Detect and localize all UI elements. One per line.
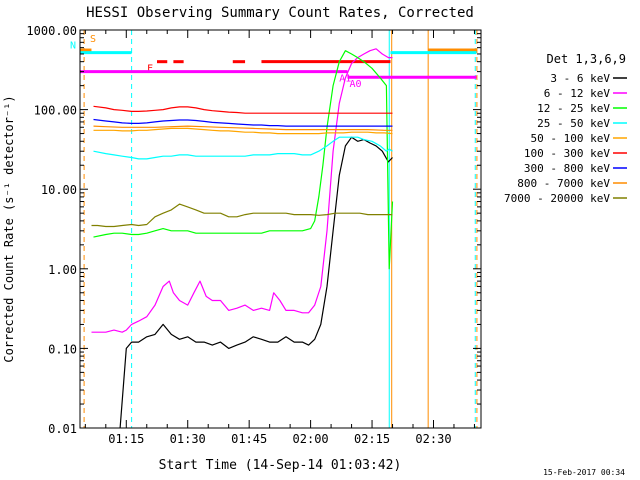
plot-frame <box>79 29 482 429</box>
flag-f-label: F <box>147 64 153 75</box>
x-axis-label: Start Time (14-Sep-14 01:03:42) <box>159 458 402 473</box>
y-tick-label-1-00: 1.00 <box>48 263 77 277</box>
legend-entry-6-12-kev-label: 6 - 12 keV <box>544 87 611 100</box>
legend-entry-300-800-kev-label: 300 - 800 keV <box>524 162 610 175</box>
x-tick-label-02-30: 02:30 <box>415 432 451 446</box>
y-tick-label-100-00: 100.00 <box>34 104 77 118</box>
series-3-6-kev <box>119 136 393 429</box>
legend-entry-100-300-kev-label: 100 - 300 keV <box>524 147 610 160</box>
axes: 0.01 0.10 1.00 10.00 100.00 1000.00 01:15 01:30… <box>26 24 481 446</box>
legend-entry-25-50-kev-label: 25 - 50 keV <box>537 117 610 130</box>
series-25-50-kev <box>93 136 393 160</box>
y-tick-label-0-10: 0.10 <box>48 342 77 356</box>
series-800-7000-kev <box>93 125 393 131</box>
legend-entry-50-100-kev-label: 50 - 100 keV <box>531 132 611 145</box>
x-tick-label-01-30: 01:30 <box>170 432 206 446</box>
legend-entry-3-6-kev-label: 3 - 6 keV <box>550 72 610 85</box>
y-tick-label-10-00: 10.00 <box>41 183 77 197</box>
series-300-800-kev <box>93 118 393 127</box>
y-tick-label-1000-00: 1000.00 <box>26 24 77 38</box>
series-100-300-kev <box>93 105 393 114</box>
y-axis-label: Corrected Count Rate (s⁻¹ detector⁻¹) <box>2 95 16 362</box>
legend-entry-7000-20000-kev-label: 7000 - 20000 keV <box>504 192 610 205</box>
legend-title: Det 1,3,6,9 <box>547 52 626 66</box>
series-6-12-kev <box>91 48 393 333</box>
y-tick-label-0-01: 0.01 <box>48 422 77 436</box>
chart-title: HESSI Observing Summary Count Rates, Cor… <box>86 5 474 21</box>
series-50-100-kev <box>93 127 393 135</box>
footer-timestamp: 15-Feb-2017 00:34 <box>543 468 625 477</box>
series-7000-20000-kev <box>91 203 393 228</box>
x-tick-label-02-15: 02:15 <box>354 432 390 446</box>
legend: Det 1,3,6,9 3 - 6 keV 6 - 12 keV 12 - 25 k… <box>504 52 627 205</box>
legend-entry-12-25-kev-label: 12 - 25 keV <box>537 102 610 115</box>
x-tick-label-01-45: 01:45 <box>231 432 267 446</box>
series-12-25-kev <box>93 50 394 270</box>
flag-a0-label: A0 <box>349 79 361 90</box>
flag-s-label: S <box>90 34 96 45</box>
x-tick-label-02-00: 02:00 <box>293 432 329 446</box>
x-tick-label-01-15: 01:15 <box>108 432 144 446</box>
flag-n-label: N <box>70 41 76 52</box>
legend-entry-800-7000-kev-label: 800 - 7000 keV <box>517 177 610 190</box>
